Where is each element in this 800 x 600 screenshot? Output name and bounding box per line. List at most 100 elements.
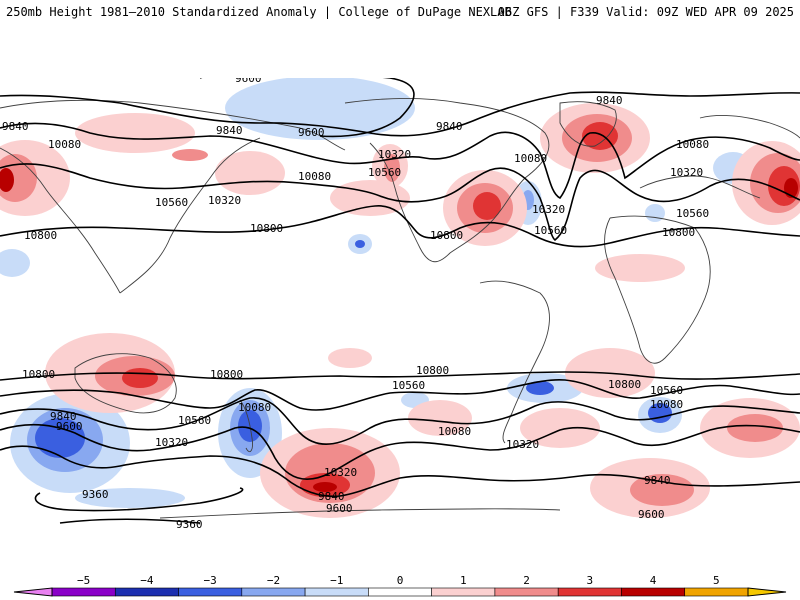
colorbar: −5 −4 −3 −2 −1 0 1 2 3 4 5	[13, 574, 787, 597]
contour-label: 10320	[532, 203, 565, 216]
contour-line	[0, 122, 800, 200]
contour-label: 10800	[608, 378, 641, 391]
contour-label: 9840	[50, 410, 77, 423]
contour-line	[0, 378, 800, 411]
title-right: 06Z GFS | F339 Valid: 09Z WED APR 09 202…	[497, 5, 794, 19]
colorbar-tick-label: 4	[650, 574, 657, 587]
contour-label: 9600	[326, 502, 353, 515]
contour-line	[0, 423, 800, 480]
colorbar-swatch	[178, 587, 243, 597]
title-left: 250mb Height 1981–2010 Standardized Anom…	[6, 5, 512, 19]
header: 250mb Height 1981–2010 Standardized Anom…	[0, 0, 800, 30]
colorbar-swatch	[241, 587, 306, 597]
coastline-new-zealand	[239, 399, 253, 452]
colorbar-ticks: −5 −4 −3 −2 −1 0 1 2 3 4 5	[77, 574, 720, 587]
colorbar-swatch	[304, 587, 369, 597]
contour-label: 10560	[650, 384, 683, 397]
contour-label: 10560	[155, 196, 188, 209]
colorbar-swatches	[51, 587, 749, 597]
contour-label: 9600	[638, 508, 665, 521]
contour-label: 10080	[238, 401, 271, 414]
contour-label: 10320	[506, 438, 539, 451]
contour-label: 10800	[430, 229, 463, 242]
contour-label: 10560	[178, 414, 211, 427]
anomaly-negative	[526, 381, 554, 395]
contour-label: 10800	[24, 229, 57, 242]
anomaly-negative	[75, 488, 185, 508]
contour-label: 9600	[235, 78, 262, 85]
anomaly-positive	[215, 151, 285, 195]
anomaly-positive	[727, 414, 783, 442]
anomaly-shading	[0, 78, 800, 518]
contour-label: 9840	[644, 474, 671, 487]
anomaly-positive	[384, 154, 400, 182]
coastline-north-america	[344, 98, 550, 263]
contour-label: 10320	[155, 436, 188, 449]
colorbar-tick-label: 0	[397, 574, 404, 587]
coastline-antarctica	[159, 508, 561, 519]
colorbar-tick-label: −5	[77, 574, 90, 587]
contour-label: 9360	[176, 518, 203, 531]
colorbar-tick-label: 5	[713, 574, 720, 587]
anomaly-positive	[595, 254, 685, 282]
colorbar-swatch	[114, 587, 179, 597]
colorbar-swatch	[621, 587, 686, 597]
contour-line	[59, 518, 201, 524]
colorbar-swatch	[431, 587, 496, 597]
coastline-australia	[74, 353, 177, 414]
contour-label: 10560	[368, 166, 401, 179]
colorbar-tick-label: −2	[267, 574, 280, 587]
contour-line	[34, 487, 244, 512]
colorbar-right-arrow	[747, 587, 787, 597]
anomaly-map: 9600 9840 9840 9840 9840 9600 10080 1032…	[0, 78, 800, 538]
contour-label: 10080	[438, 425, 471, 438]
colorbar-swatch	[557, 587, 622, 597]
contour-label: 10800	[250, 222, 283, 235]
colorbar-tick-label: 3	[587, 574, 594, 587]
contour-line	[0, 371, 800, 381]
colorbar-tick-label: −3	[204, 574, 217, 587]
coastlines	[0, 98, 800, 519]
contour-label: 10320	[378, 148, 411, 161]
anomaly-positive	[473, 192, 501, 220]
coastline-greenland	[559, 101, 617, 147]
colorbar-tick-label: −4	[140, 574, 154, 587]
contour-label: 9600	[56, 420, 83, 433]
contour-label: 9840	[596, 94, 623, 107]
colorbar-tick-label: 1	[460, 574, 467, 587]
contour-line	[0, 445, 800, 498]
anomaly-positive	[75, 113, 195, 153]
contour-label: 10320	[670, 166, 703, 179]
colorbar-swatch	[368, 587, 432, 597]
anomaly-negative	[0, 249, 30, 277]
contour-label: 9840	[2, 120, 29, 133]
contour-label: 10080	[514, 152, 547, 165]
contour-line	[0, 91, 800, 137]
contour-label: 10320	[208, 194, 241, 207]
contour-line	[0, 397, 800, 445]
contour-label: 10800	[210, 368, 243, 381]
contour-label: 10080	[676, 138, 709, 151]
anomaly-negative	[645, 204, 665, 222]
contour-line	[0, 205, 800, 248]
anomaly-negative	[35, 418, 85, 458]
anomaly-positive	[122, 368, 158, 388]
colorbar-tick-label: −1	[330, 574, 343, 587]
contour-label: 9360	[82, 488, 109, 501]
height-contours	[0, 78, 800, 524]
coastline-south-america	[479, 280, 550, 444]
colorbar-swatch	[494, 587, 559, 597]
contour-label: 10080	[298, 170, 331, 183]
colorbar-swatch	[51, 587, 116, 597]
contour-label: 10080	[650, 398, 683, 411]
anomaly-negative	[225, 78, 415, 140]
contour-line	[0, 163, 800, 242]
colorbar-tick-label: 2	[523, 574, 530, 587]
contour-label: 9840	[216, 124, 243, 137]
contour-label: 9840	[318, 490, 345, 503]
anomaly-positive	[328, 348, 372, 368]
anomaly-positive	[408, 400, 472, 436]
anomaly-positive	[582, 122, 618, 150]
coastline-europe	[639, 115, 800, 199]
contour-label: 10080	[48, 138, 81, 151]
